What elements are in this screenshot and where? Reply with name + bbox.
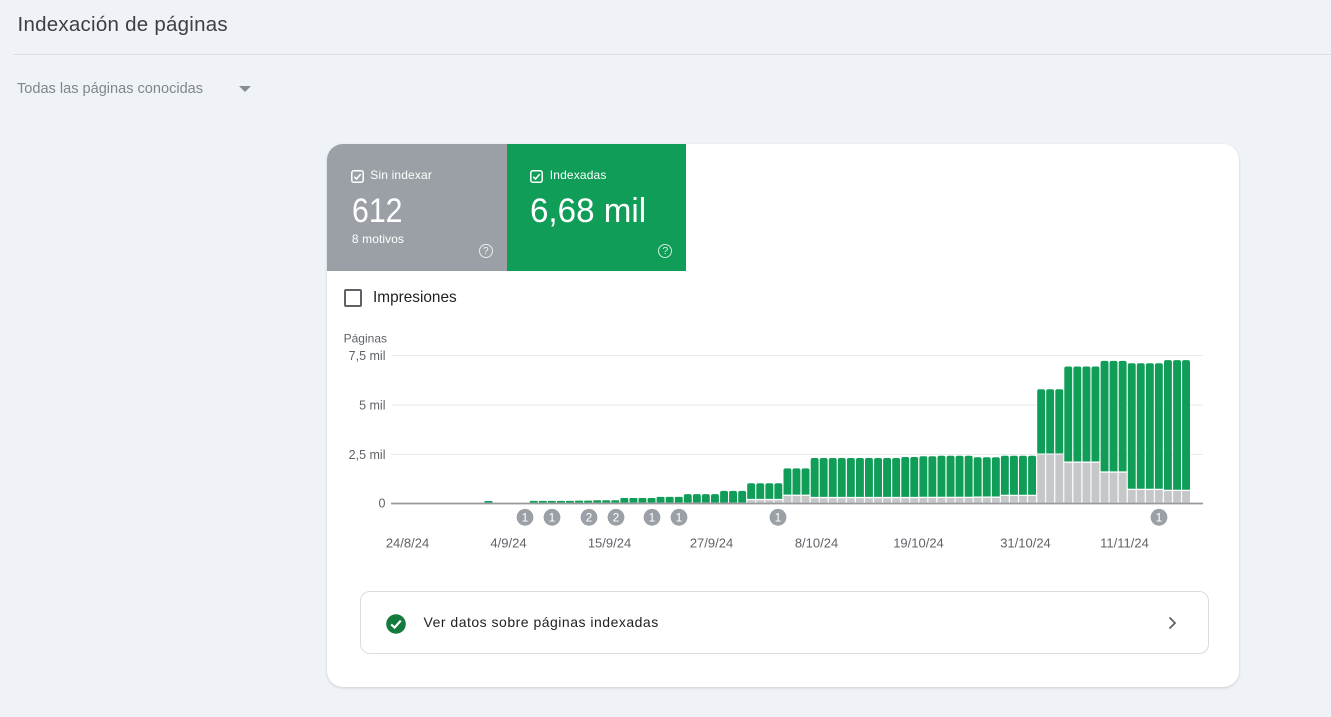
svg-text:1: 1 [1156,510,1163,524]
svg-text:27/9/24: 27/9/24 [690,535,733,550]
svg-text:2: 2 [613,510,620,524]
svg-text:1: 1 [775,510,782,524]
svg-text:1: 1 [649,510,656,524]
svg-text:0: 0 [379,497,386,511]
svg-text:1: 1 [522,510,529,524]
svg-text:31/10/24: 31/10/24 [1000,535,1051,550]
svg-text:19/10/24: 19/10/24 [893,535,944,550]
svg-text:7,5 mil: 7,5 mil [349,349,386,363]
svg-text:5 mil: 5 mil [359,398,385,412]
svg-text:1: 1 [676,510,683,524]
svg-text:4/9/24: 4/9/24 [490,535,526,550]
svg-text:8/10/24: 8/10/24 [795,535,838,550]
svg-text:2: 2 [586,510,593,524]
svg-text:2,5 mil: 2,5 mil [349,448,386,462]
svg-text:15/9/24: 15/9/24 [588,535,631,550]
svg-text:11/11/24: 11/11/24 [1100,535,1149,550]
svg-text:Páginas: Páginas [344,332,387,346]
svg-text:1: 1 [549,510,556,524]
svg-text:24/8/24: 24/8/24 [386,535,429,550]
